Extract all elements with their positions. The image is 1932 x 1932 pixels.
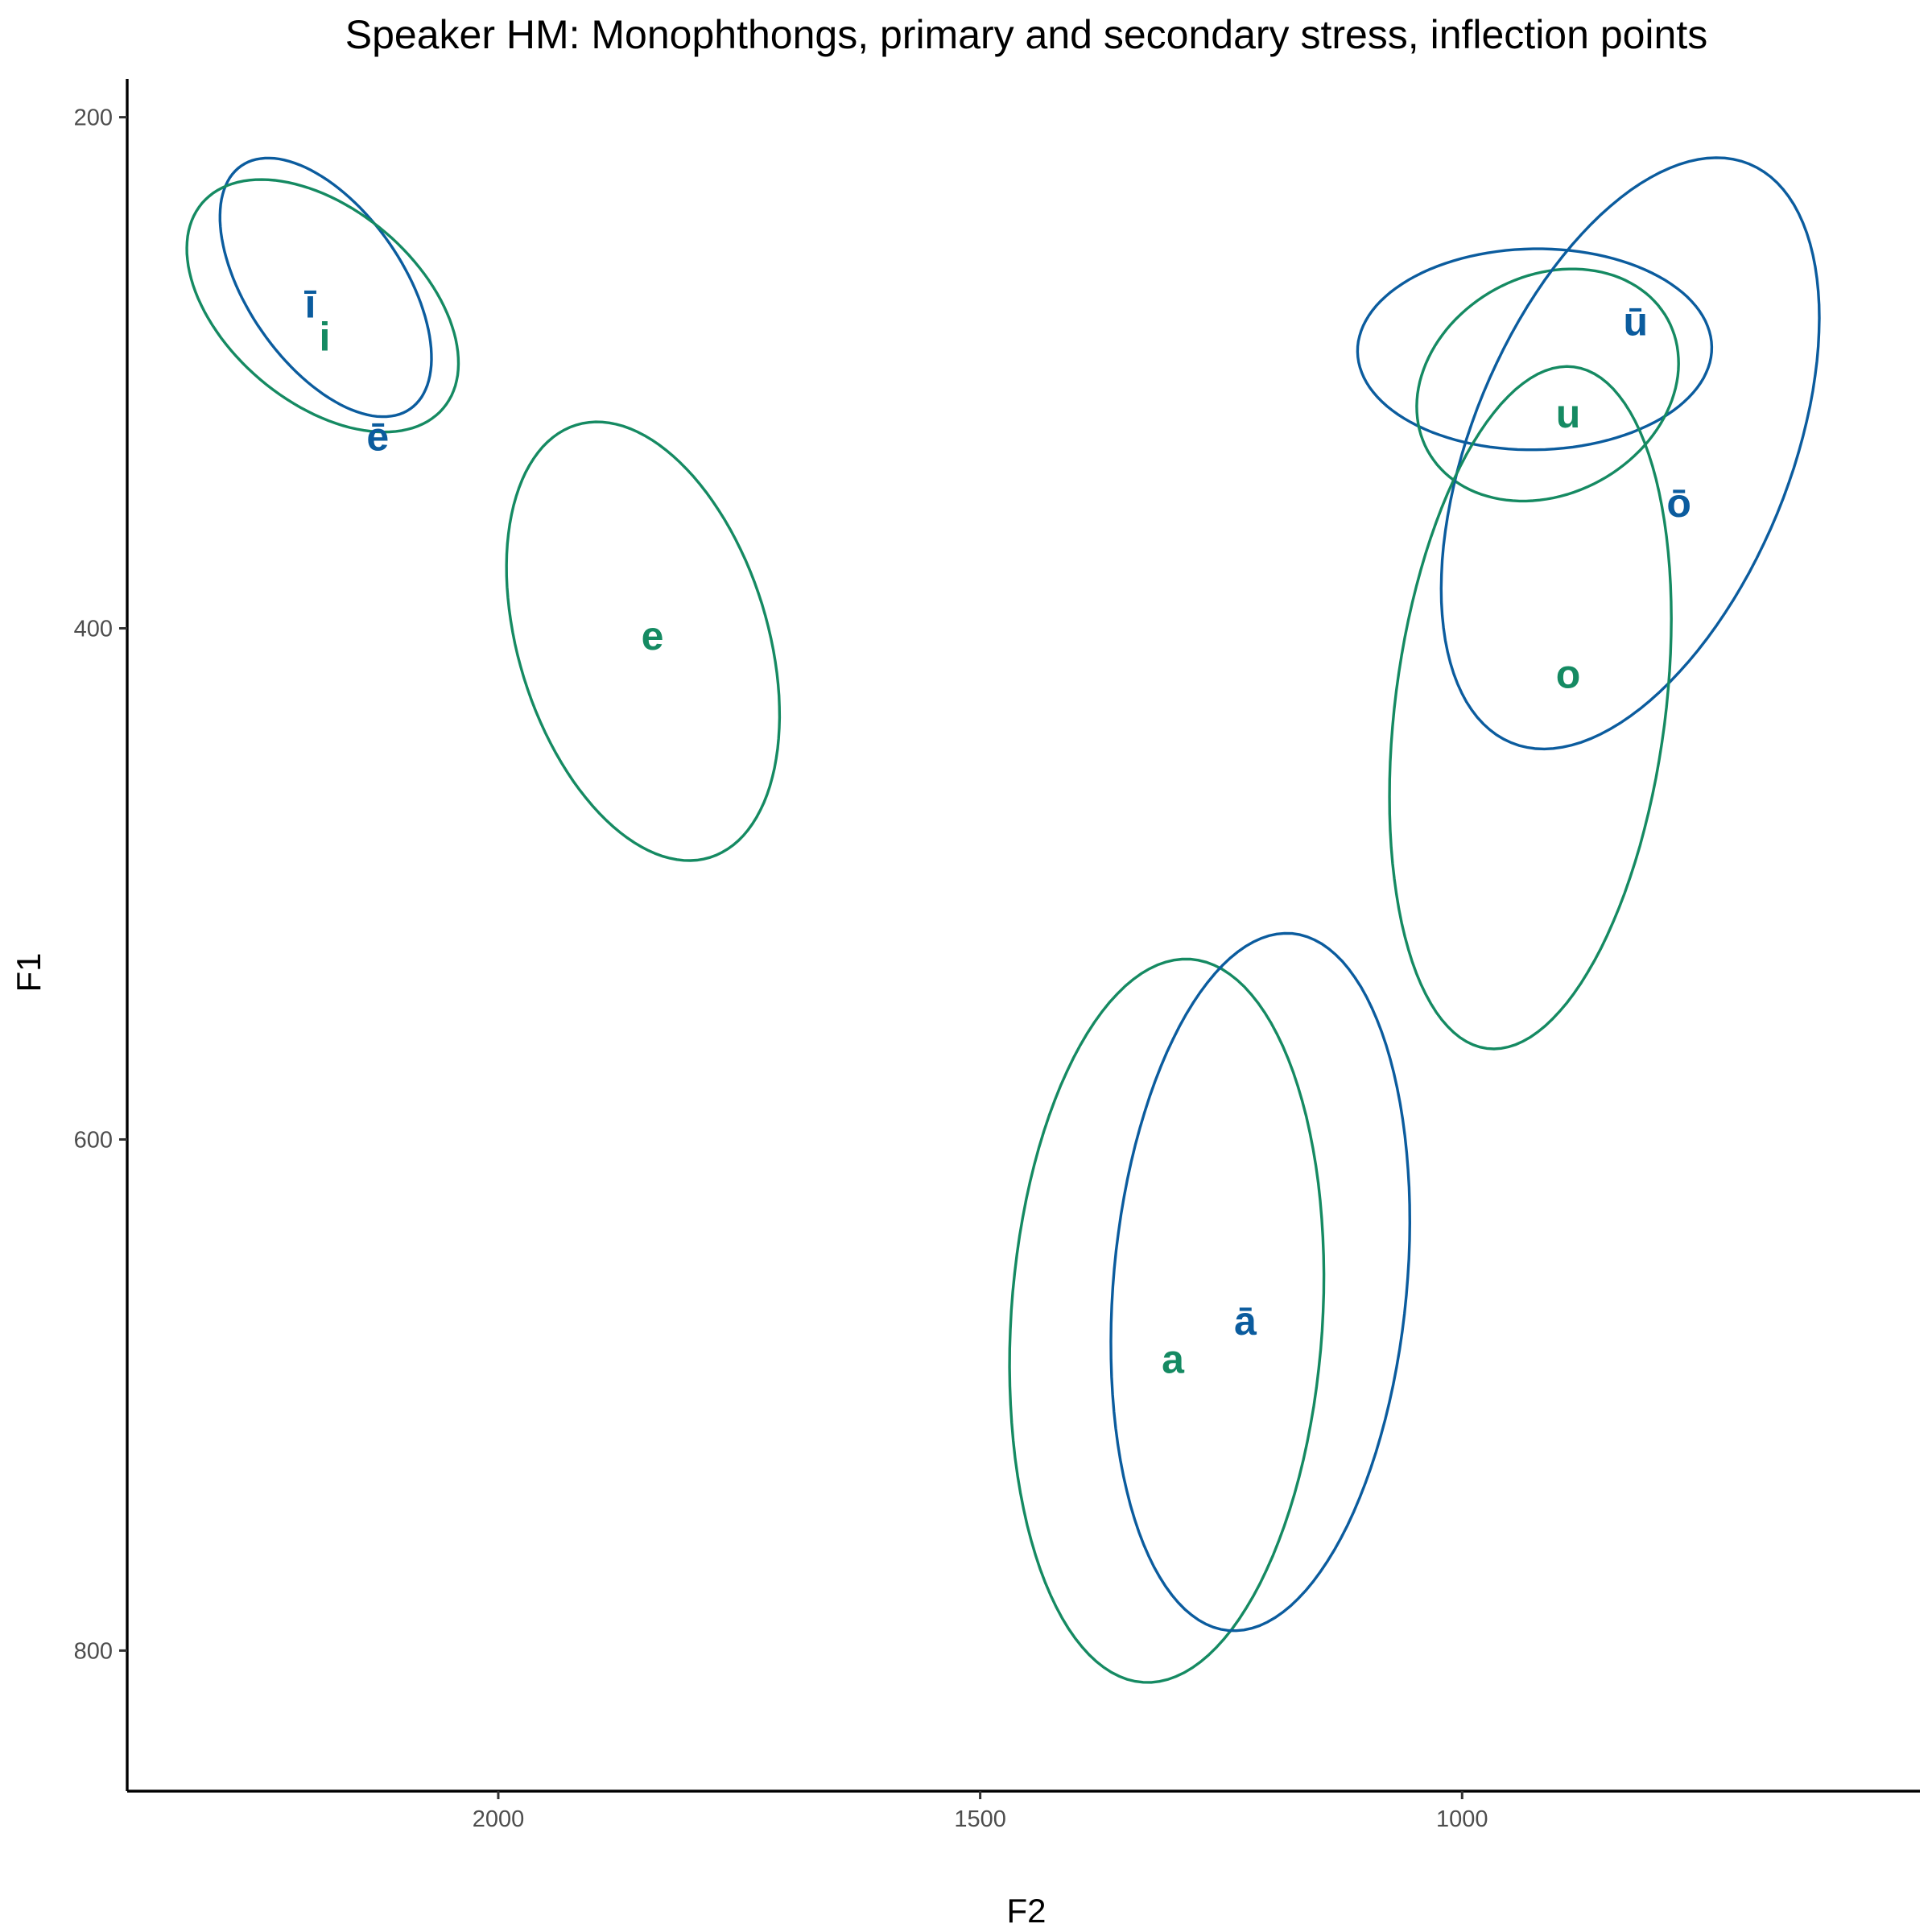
vowel-label-secondary-3: e — [642, 613, 664, 658]
ellipse-primary-5 — [1109, 931, 1412, 1633]
y-axis-ticks: 200 400 600 800 — [74, 105, 127, 1664]
x-tick-label-1000: 1000 — [1436, 1806, 1488, 1832]
vowel-label-primary-8: ō — [1666, 481, 1691, 526]
vowel-label-secondary-1: i — [319, 315, 330, 360]
ellipse-secondary-9 — [1388, 365, 1673, 1051]
y-tick-label-800: 800 — [74, 1638, 113, 1664]
vowel-labels-layer: īi ē e a ā ū u ō o — [304, 281, 1691, 1381]
y-tick-label-600: 600 — [74, 1127, 113, 1153]
vowel-label-primary-5: ā — [1234, 1298, 1257, 1344]
ellipse-primary-6 — [1356, 247, 1714, 452]
ellipse-secondary-4 — [1008, 957, 1326, 1684]
ellipses-layer — [185, 156, 1821, 1684]
x-axis-title: F2 — [1006, 1892, 1046, 1930]
y-tick-label-200: 200 — [74, 105, 113, 131]
vowel-label-primary-6: ū — [1624, 299, 1649, 345]
vowel-label-secondary-4: a — [1162, 1336, 1185, 1381]
x-tick-label-2000: 2000 — [473, 1806, 525, 1832]
y-axis-title: F1 — [10, 952, 47, 992]
vowel-label-primary-2: ē — [366, 414, 389, 459]
x-axis-ticks: 2000 1500 1000 — [473, 1791, 1488, 1832]
x-tick-label-1500: 1500 — [954, 1806, 1006, 1832]
ellipse-secondary-7 — [1415, 267, 1680, 503]
y-tick-label-400: 400 — [74, 617, 113, 642]
ellipse-secondary-3 — [505, 420, 782, 862]
ellipse-primary-0 — [218, 156, 433, 419]
ellipse-secondary-1 — [185, 178, 460, 434]
vowel-label-secondary-9: o — [1556, 652, 1581, 697]
chart-title: Speaker HM: Monophthongs, primary and se… — [345, 12, 1708, 57]
ellipse-primary-8 — [1439, 156, 1821, 751]
vowel-label-secondary-7: u — [1556, 391, 1581, 436]
vowel-label-primary-0: ī — [304, 281, 317, 326]
